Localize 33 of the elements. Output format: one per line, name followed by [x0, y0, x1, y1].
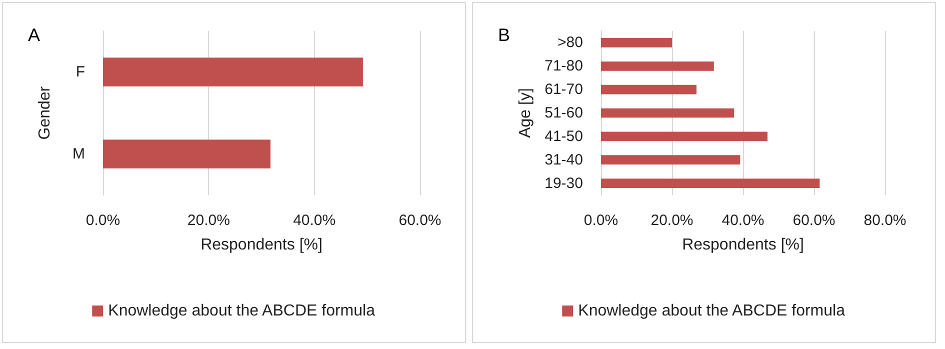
y-tick-label: 41-50: [544, 128, 583, 145]
y-tick-label: F: [76, 64, 85, 80]
y-tick-label: 19-30: [544, 174, 583, 192]
y-tick-label: 31-40: [544, 151, 583, 168]
x-tick-label: 20.0%: [650, 212, 694, 229]
y-tick-label: 71-80: [544, 58, 583, 75]
x-tick-label: 40.0%: [293, 212, 336, 229]
x-tick-label: 0.0%: [584, 212, 618, 229]
bar: [601, 108, 734, 118]
y-tick-label: M: [72, 146, 85, 162]
bar: [601, 38, 672, 48]
x-tick-label: 60.0%: [792, 212, 836, 229]
y-axis-title: Age [y]: [517, 88, 534, 138]
chart-title: A: [28, 25, 40, 45]
x-tick-label: 20.0%: [187, 212, 230, 229]
chart-title: B: [498, 25, 510, 45]
legend-label: Knowledge about the ABCDE formula: [578, 302, 846, 320]
bar: [601, 155, 740, 165]
bar: [601, 84, 696, 94]
x-axis-title: Respondents [%]: [682, 236, 804, 254]
bar: [601, 132, 768, 142]
x-tick-label: 80.0%: [864, 212, 906, 229]
y-tick-label: >80: [558, 34, 583, 52]
y-tick-label: 61-70: [544, 81, 583, 98]
x-tick-label: 0.0%: [86, 212, 120, 229]
legend-label: Knowledge about the ABCDE formula: [108, 302, 376, 320]
y-axis-title: Gender: [36, 86, 54, 140]
y-tick-label: 51-60: [544, 104, 583, 122]
bar: [601, 178, 820, 188]
x-tick-label: 40.0%: [722, 212, 764, 229]
x-tick-label: 60.0%: [398, 212, 442, 229]
x-axis-title: Respondents [%]: [200, 236, 322, 254]
bar: [601, 61, 714, 71]
